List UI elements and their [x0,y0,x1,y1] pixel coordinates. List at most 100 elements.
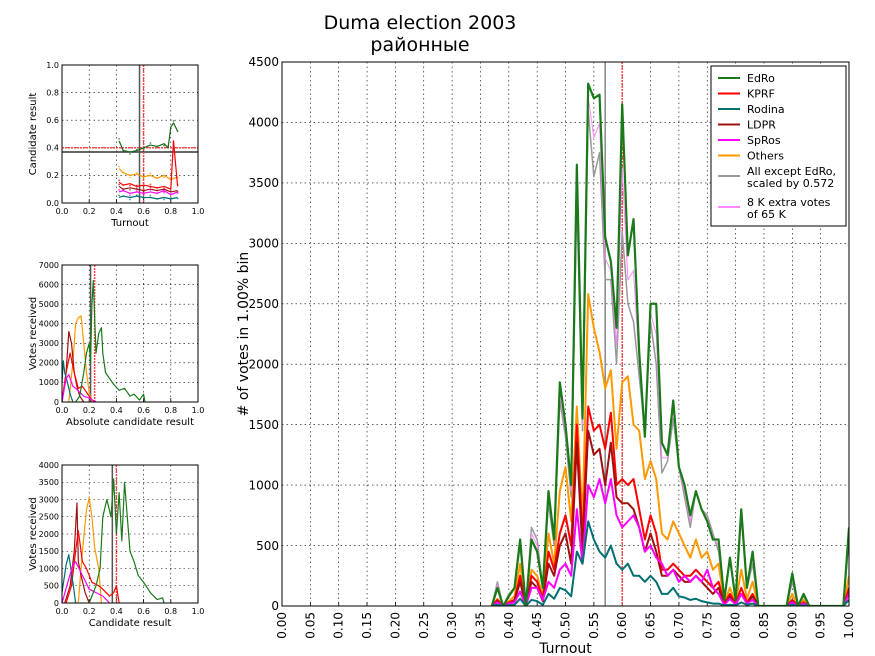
legend: EdRo KPRF Rodina LDPR SpRos Others All except … [710,65,847,227]
series-line-rodina [491,520,849,606]
series-group [62,280,146,402]
y-tick-label: 1500 [39,547,59,556]
x-tick-label: 0.55 [587,612,601,639]
x-tick-label: 0.2 [83,406,96,415]
scatter-point-spros [142,193,145,196]
x-tick-label: 0.8 [164,607,177,616]
y-axis-label: Votes received [28,497,39,571]
x-tick-label: 1.0 [192,406,205,415]
y-tick-label: 3500 [248,176,279,190]
y-tick-label: 0.2 [46,171,59,180]
series-line-rodina [62,554,77,603]
series-line-rodina [118,195,178,200]
legend-label: EdRo [747,72,775,85]
scatter-point-ldpr [118,183,121,186]
legend-label: LDPR [747,119,776,132]
y-tick-label: 1.0 [46,61,59,70]
x-tick-label: 0.2 [83,207,96,216]
x-tick-label: 0.90 [785,612,799,639]
x-tick-label: 0.0 [56,607,69,616]
y-tick-label: 2000 [248,357,279,371]
x-tick-label: 0.80 [729,612,743,639]
series-line-kprf [62,352,97,402]
x-axis-label: Turnout [110,218,149,229]
x-tick-label: 0.2 [83,607,96,616]
series-line-others [491,293,849,606]
x-tick-label: 0.20 [388,612,402,639]
series-group [118,120,179,201]
y-tick-label: 0 [271,599,279,613]
scatter-point-others [163,176,165,179]
legend-label: of 65 K [747,208,787,221]
y-tick-label: 2500 [248,297,279,311]
x-tick-label: 0.4 [110,607,123,616]
series-line-spros [118,189,178,196]
x-axis-label: Candidate result [89,618,172,629]
series-line-ldpr [118,185,178,193]
scatter-point-kprf [118,179,121,182]
x-tick-label: 1.0 [192,207,205,216]
series-line-ldpr [62,330,85,402]
y-axis-label: Candidate result [28,93,39,176]
x-tick-label: 0.6 [137,207,150,216]
scatter-point-spros [135,190,138,192]
panel-absolute-result-hist: 0.0 0.2 0.4 0.6 0.8 1.0 0 1000 2000 3000 4000 5000 6… [28,261,204,428]
scatter-point-rodina [149,194,152,197]
scatter-point-kprf [149,183,152,186]
x-tick-label: 0.40 [502,612,516,639]
scatter-point-rodina [163,198,165,201]
scatter-point-spros [149,189,152,191]
x-tick-label: 0.30 [445,612,459,639]
legend-label: Rodina [747,103,785,116]
series-line-others [118,168,178,181]
y-axis-label: # of votes in 1.00% bin [236,252,252,417]
series-line-edro [118,122,179,153]
x-tick-label: 1.0 [192,607,205,616]
x-tick-label: 0.85 [757,612,771,639]
y-tick-label: 500 [44,582,59,591]
y-tick-label: 3000 [39,495,59,504]
legend-label: Others [747,150,784,163]
x-tick-label: 0.35 [473,612,487,639]
series-group [490,82,849,606]
y-tick-label: 500 [256,539,279,553]
scatter-point-others [118,165,121,168]
scatter-point-spros [118,189,121,191]
x-tick-label: 0.70 [672,612,686,639]
x-tick-label: 0.95 [814,612,828,639]
x-tick-label: 0.10 [332,612,346,639]
series-line-others [68,315,93,402]
series-line-spros [62,560,111,603]
y-tick-label: 2500 [39,513,59,522]
x-tick-label: 0.00 [275,612,289,639]
x-tick-label: 0.8 [164,207,177,216]
y-tick-label: 2000 [39,359,59,368]
y-tick-label: 0 [54,398,59,407]
y-axis-label: Votes received [28,297,39,371]
scatter-point-ldpr [149,186,152,189]
panel-main: 0.00 0.05 0.10 0.15 0.20 0.25 0.30 0.35 0.40 0.45… [236,55,856,656]
series-line-kprf [65,529,120,603]
y-tick-label: 0.4 [46,144,59,153]
series-line-others [77,497,103,603]
y-tick-label: 3000 [39,339,59,348]
y-tick-label: 0 [54,599,59,608]
y-tick-label: 3000 [248,237,279,251]
y-tick-label: 1000 [39,564,59,573]
panel-turnout-vs-result: 0.0 0.2 0.4 0.6 0.8 1.0 0.0 0.2 0.4 0.6 0.8 1.0 Turn… [28,61,204,229]
chart-title: Duma election 2003 [324,12,517,34]
x-axis-label: Turnout [538,641,592,656]
plot-frame [61,264,199,403]
scatter-point-edro [172,120,175,122]
x-tick-label: 0.0 [56,207,69,216]
y-tick-label: 4500 [248,55,279,69]
x-tick-label: 0.75 [700,612,714,639]
x-tick-label: 0.6 [137,607,150,616]
scatter-point-ldpr [142,190,145,193]
legend-label: 8 K extra votes [747,196,831,209]
series-group [62,478,165,603]
scatter-point-kprf [129,184,131,187]
scatter-point-spros [129,194,131,197]
x-tick-label: 0.0 [56,406,69,415]
scatter-point-others [149,172,152,175]
